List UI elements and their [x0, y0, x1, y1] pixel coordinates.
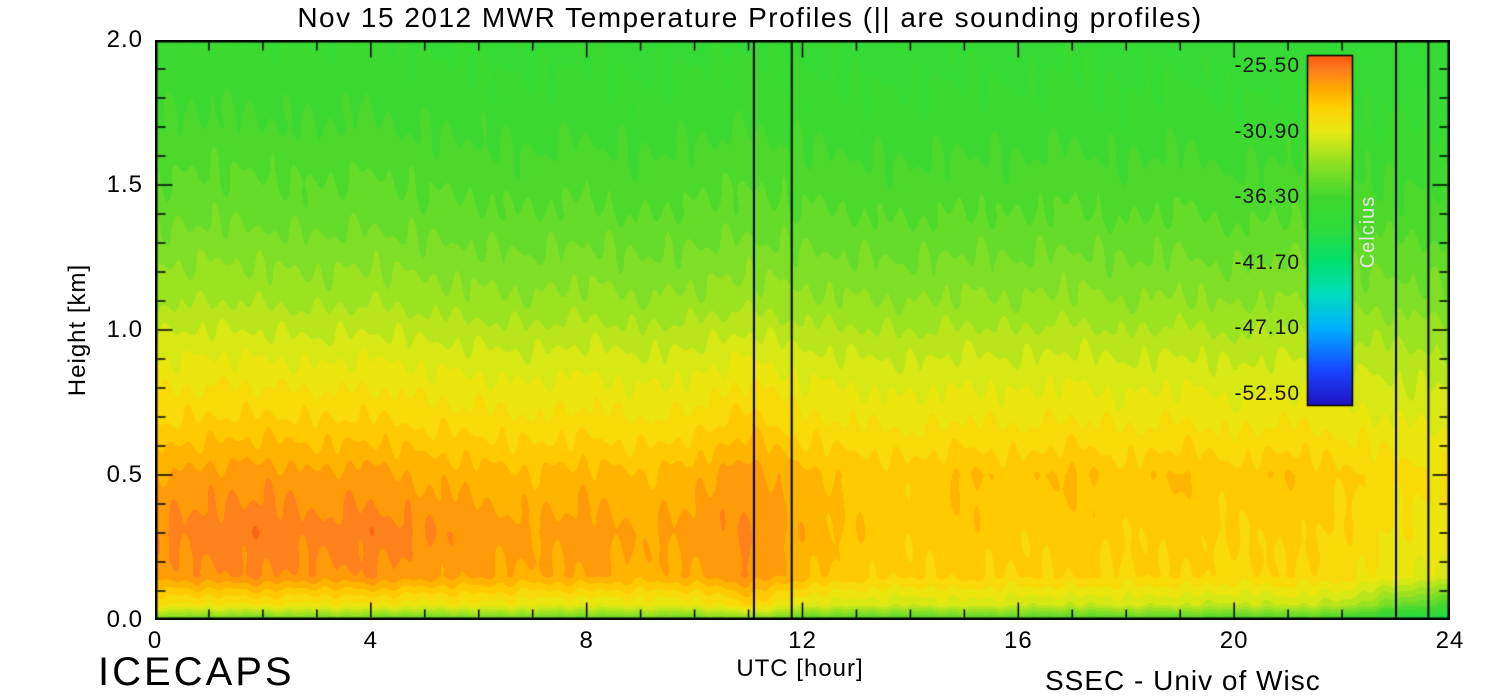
colorbar-tick-label: -30.90 [1234, 119, 1300, 143]
x-tick-label: 0 [147, 627, 163, 654]
x-tick-label: 4 [363, 627, 378, 654]
colorbar-tick-label: -52.50 [1234, 382, 1300, 406]
y-tick-label: 2.0 [106, 26, 143, 53]
x-axis-label: UTC [hour] [736, 655, 864, 682]
x-tick-label: 16 [1003, 627, 1033, 654]
x-tick-label: 24 [1435, 627, 1465, 654]
colorbar-tick-label: -41.70 [1234, 250, 1300, 274]
x-tick-label: 8 [579, 627, 594, 654]
colorbar-tick-label: -47.10 [1234, 316, 1300, 340]
colorbar-tick-label: -36.30 [1234, 185, 1300, 209]
colorbar-title: Celcius [1357, 195, 1379, 269]
x-tick-label: 20 [1219, 627, 1249, 654]
colorbar-tick-label: -25.50 [1234, 53, 1300, 77]
y-tick-label: 0.0 [106, 606, 143, 633]
x-tick-label: 12 [788, 627, 817, 654]
temperature-heatmap-canvas [155, 40, 1450, 620]
y-tick-label: 0.5 [106, 461, 143, 488]
y-tick-label: 1.0 [106, 316, 143, 343]
credit-label: SSEC - Univ of Wisc [1045, 665, 1321, 696]
project-label: ICECAPS [98, 650, 295, 694]
y-tick-label: 1.5 [106, 171, 143, 198]
chart-title: Nov 15 2012 MWR Temperature Profiles (||… [297, 2, 1203, 33]
